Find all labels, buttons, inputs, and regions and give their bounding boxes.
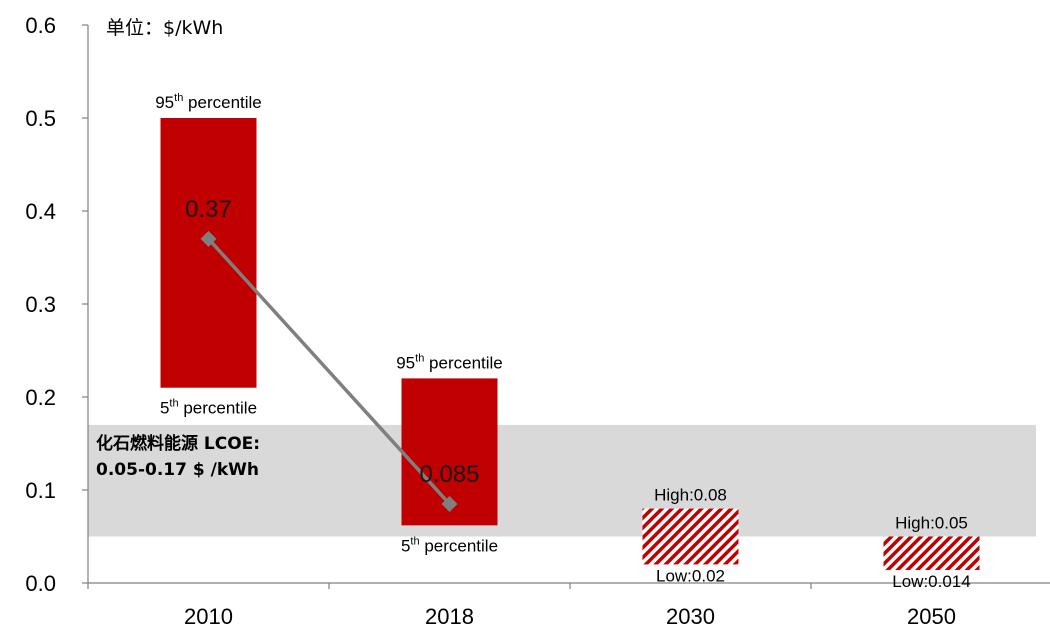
range-bar-2050 — [883, 536, 980, 570]
fossil-lcoe-band — [88, 424, 1036, 537]
median-series: 0.37 0.085 — [185, 196, 480, 512]
band-label-line1: 化石燃料能源 LCOE: — [96, 433, 260, 454]
x-tick-label: 2030 — [666, 604, 715, 628]
high-label-2018: 95th percentile — [396, 352, 503, 372]
median-value-label-2010: 0.37 — [185, 196, 232, 223]
range-bar-2030 — [642, 508, 739, 565]
y-tick-label: 0.1 — [25, 478, 56, 503]
median-marker-2010 — [200, 230, 217, 247]
range-labels: 95th percentile 5th percentile 95th percen… — [155, 92, 971, 591]
high-label-2050: High:0.05 — [895, 514, 968, 533]
x-tick-label: 2010 — [184, 604, 233, 628]
y-tick-label: 0.0 — [25, 571, 56, 596]
low-label-2030: Low:0.02 — [656, 566, 725, 585]
x-tick-label: 2050 — [907, 604, 956, 628]
y-tick-label: 0.5 — [25, 106, 56, 131]
unit-label: 单位：$/kWh — [106, 17, 223, 39]
range-bar-2010 — [160, 118, 257, 388]
low-label-2050: Low:0.014 — [892, 572, 970, 591]
low-label-2010: 5th percentile — [160, 398, 257, 418]
y-tick-label: 0.4 — [25, 199, 56, 224]
y-tick-label: 0.2 — [25, 385, 56, 410]
axes: 0.0 0.1 0.2 0.3 0.4 0.5 0.6 2010 2018 2030 2050 — [25, 13, 1050, 628]
low-label-2018: 5th percentile — [401, 535, 498, 555]
x-tick-label: 2018 — [425, 604, 474, 628]
median-value-label-2018: 0.085 — [419, 461, 479, 488]
y-tick-label: 0.6 — [25, 13, 56, 38]
median-line — [207, 237, 451, 506]
high-label-2010: 95th percentile — [155, 92, 262, 112]
y-tick-label: 0.3 — [25, 292, 56, 317]
band-label-line2: 0.05-0.17 $ /kWh — [96, 460, 259, 480]
median-marker-2018 — [441, 495, 458, 512]
high-label-2030: High:0.08 — [654, 486, 727, 505]
